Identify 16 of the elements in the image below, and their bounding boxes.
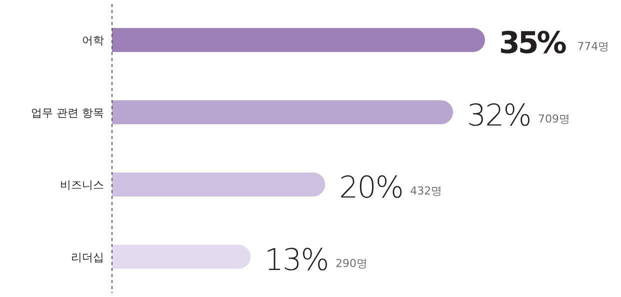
text: 709명	[538, 112, 570, 126]
y-tick-label: 어학	[82, 34, 104, 48]
y-tick-label: 비즈니스	[60, 178, 104, 192]
data-label: 32%	[467, 98, 531, 134]
bar	[112, 28, 485, 52]
data-label: 20%	[339, 170, 403, 206]
bar	[112, 100, 454, 124]
annotation: 290명	[336, 256, 368, 270]
text: 774명	[577, 40, 610, 53]
y-tick-label: 업무 관련 항목	[31, 106, 104, 120]
annotation: 432명	[410, 184, 442, 198]
bar	[112, 172, 326, 196]
data-label: 35%	[499, 26, 567, 61]
y-tick-label: 리더십	[71, 250, 104, 264]
data-label: 13%	[264, 242, 328, 278]
bar	[112, 244, 251, 269]
